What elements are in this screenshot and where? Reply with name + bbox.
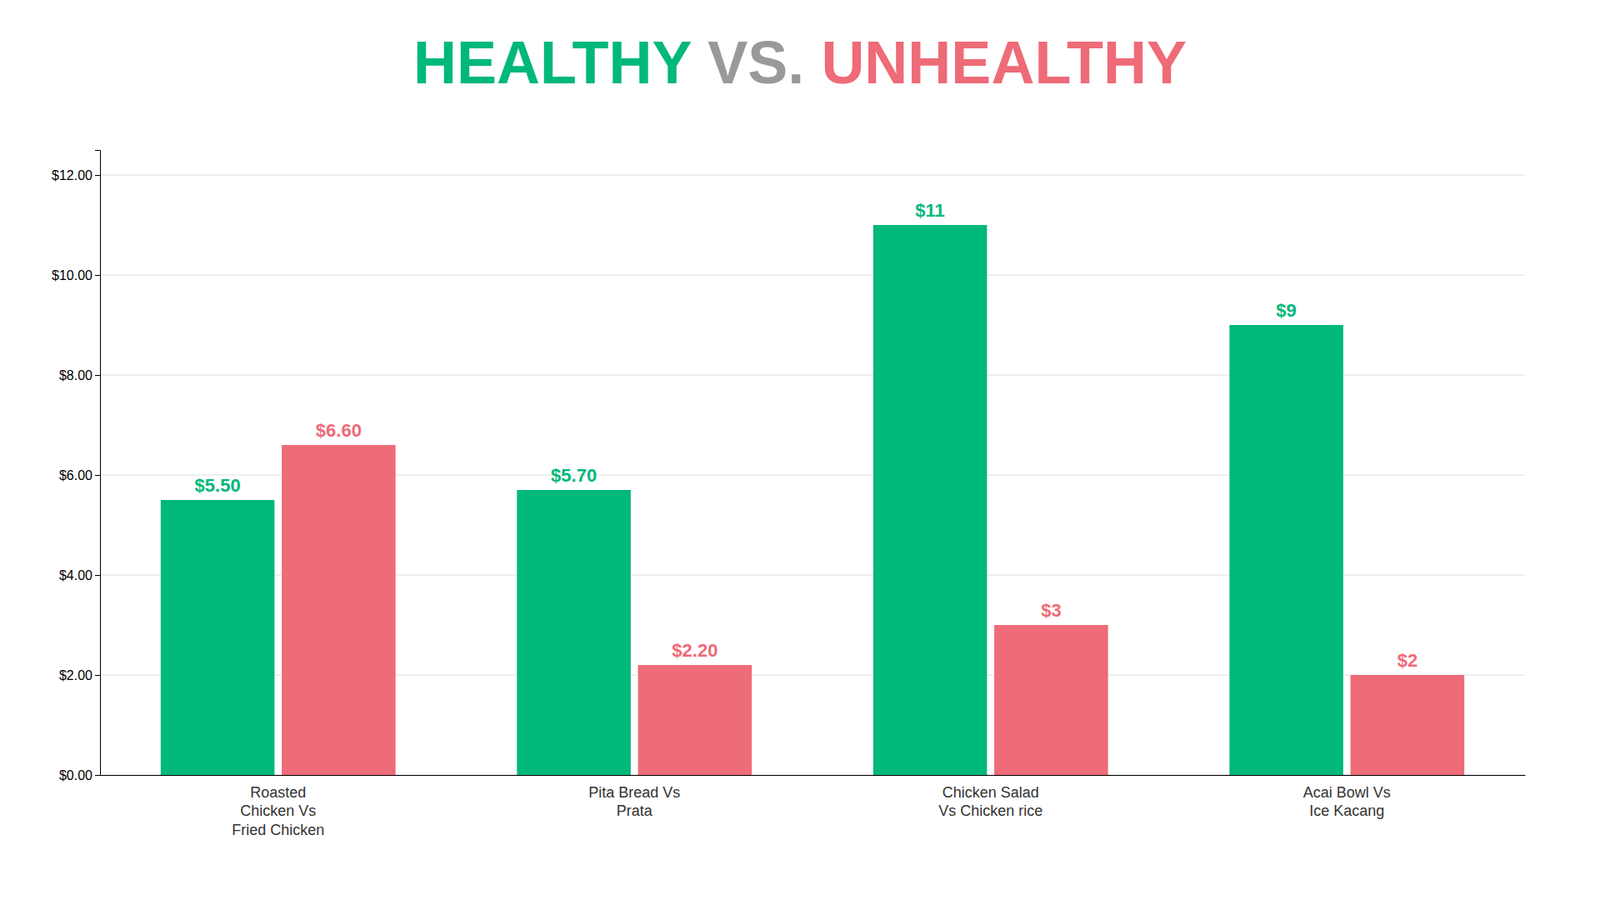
y-tick: $10.00: [51, 268, 100, 283]
y-tick-label: $2.00: [59, 668, 93, 683]
y-tick: $0.00: [59, 768, 100, 783]
x-tick-label-line: Ice Kacang: [1309, 802, 1385, 820]
x-tick-label: Acai Bowl VsIce Kacang: [1303, 784, 1391, 820]
bar: [873, 225, 988, 775]
y-tick-mark: [95, 475, 100, 476]
x-tick: RoastedChicken VsFried Chicken: [231, 784, 325, 839]
y-tick-label: $10.00: [51, 268, 93, 283]
data-label: $6.60: [315, 420, 362, 441]
chart: HEALTHY VS. UNHEALTHY $0.00 $2.00 $4.00 $6.0…: [0, 0, 1600, 900]
x-tick-label-line: Vs Chicken rice: [938, 802, 1043, 820]
bar: [1229, 325, 1344, 775]
x-tick: Acai Bowl VsIce Kacang: [1303, 784, 1391, 820]
title-part: VS.: [707, 29, 821, 96]
y-tick: $6.00: [59, 468, 100, 483]
plot: $0.00 $2.00 $4.00 $6.00 $8.00 $10.00 $12.00 Roa…: [51, 150, 1525, 839]
x-axis: RoastedChicken VsFried Chicken Pita Bread…: [100, 775, 1526, 839]
data-labels: $5.50 $5.70 $11 $9 $6.60 $2.20 $3 $2: [195, 200, 1419, 671]
x-tick-label-line: Fried Chicken: [231, 821, 325, 839]
y-tick: $8.00: [59, 368, 100, 383]
x-axis-line: [100, 775, 1526, 776]
bar: [994, 625, 1109, 775]
title-part: HEALTHY: [413, 29, 708, 96]
y-tick: $12.00: [51, 168, 100, 183]
y-tick-label: $4.00: [59, 568, 93, 583]
data-label: $5.50: [195, 475, 241, 496]
y-tick-label: $8.00: [59, 368, 93, 383]
y-tick: $4.00: [59, 568, 100, 583]
series: [160, 225, 1344, 775]
y-tick-mark: [95, 575, 100, 576]
x-tick-label-line: Chicken Salad: [942, 784, 1040, 801]
x-tick-label-line: Prata: [616, 802, 654, 820]
bar: [516, 490, 631, 775]
title-part: UNHEALTHY: [820, 29, 1187, 96]
data-label: $11: [915, 200, 945, 221]
y-axis-line: [95, 150, 101, 776]
y-axis: $0.00 $2.00 $4.00 $6.00 $8.00 $10.00 $12.00: [51, 150, 100, 783]
y-tick-mark: [95, 375, 100, 376]
x-tick-label: RoastedChicken VsFried Chicken: [231, 784, 325, 839]
x-tick-label: Chicken SaladVs Chicken rice: [938, 784, 1043, 820]
bar: [638, 665, 753, 775]
y-tick-label: $12.00: [51, 168, 93, 183]
x-tick-label-line: Chicken Vs: [240, 802, 316, 820]
x-tick-label-line: Acai Bowl Vs: [1303, 784, 1391, 801]
bar: [1350, 675, 1465, 775]
data-label: $9: [1275, 300, 1296, 321]
data-label: $2.20: [671, 640, 718, 661]
x-tick: Chicken SaladVs Chicken rice: [938, 784, 1043, 820]
x-tick: Pita Bread VsPrata: [588, 784, 680, 820]
data-label: $2: [1397, 650, 1418, 671]
x-tick-label-line: Pita Bread Vs: [588, 784, 680, 801]
y-tick-label: $6.00: [59, 468, 93, 483]
series: [281, 445, 1465, 775]
y-tick-mark: [95, 275, 100, 276]
y-tick-mark: [95, 675, 100, 676]
x-tick-label-line: Roasted: [250, 784, 306, 801]
bar: [160, 500, 275, 775]
grid-line: [100, 275, 1525, 276]
grid-line: [100, 175, 1525, 176]
data-label: $5.70: [550, 465, 597, 486]
y-tick: $2.00: [59, 668, 100, 683]
y-tick-mark: [95, 775, 100, 776]
bar: [281, 445, 396, 775]
title: HEALTHY VS. UNHEALTHY: [413, 29, 1187, 96]
x-tick-label: Pita Bread VsPrata: [588, 784, 680, 820]
bars: [160, 225, 1465, 775]
y-tick-mark: [95, 175, 100, 176]
data-label: $3: [1040, 600, 1061, 621]
y-tick-label: $0.00: [59, 768, 93, 783]
grid: [100, 175, 1525, 775]
